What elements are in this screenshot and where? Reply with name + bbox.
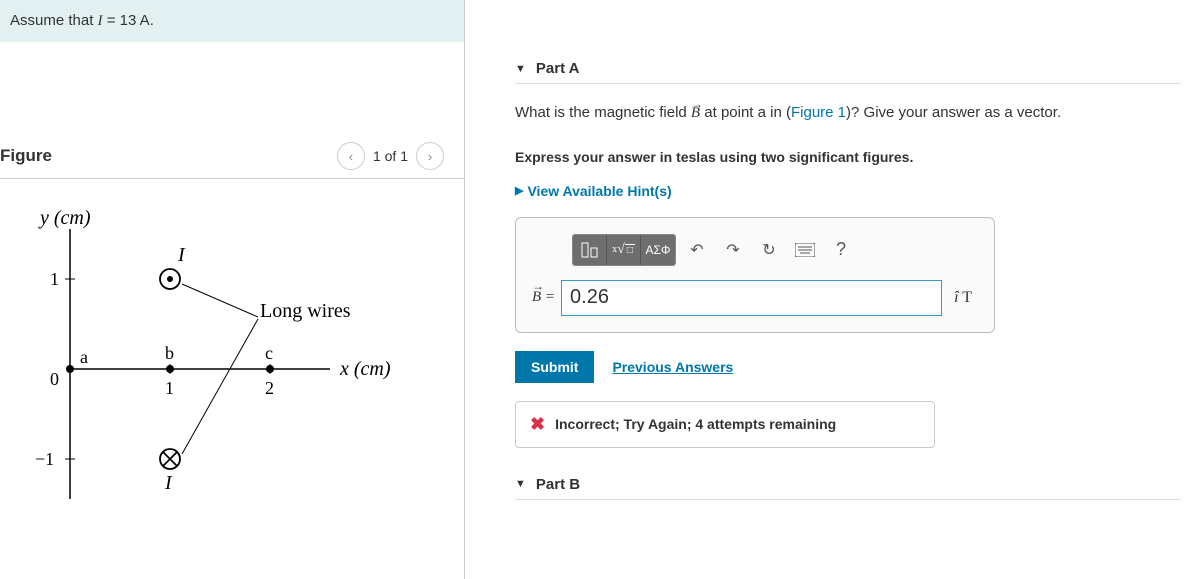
svg-text:−1: −1: [35, 449, 54, 469]
keyboard-icon[interactable]: [790, 235, 820, 265]
answer-unit: î T: [948, 289, 978, 307]
svg-text:1: 1: [165, 378, 174, 398]
view-hints-button[interactable]: ▶ View Available Hint(s): [515, 183, 1181, 199]
svg-text:a: a: [80, 347, 88, 367]
figure-canvas: y (cm) 1 −1 0 1 2 x (cm) a b: [0, 179, 464, 542]
chevron-right-icon: ▶: [515, 184, 523, 197]
redo-icon[interactable]: ↷: [718, 235, 748, 265]
figure-count: 1 of 1: [373, 148, 408, 164]
previous-answers-link[interactable]: Previous Answers: [612, 359, 733, 375]
svg-text:Long wires: Long wires: [260, 300, 351, 322]
question-text: What is the magnetic field B at point a …: [515, 102, 1181, 125]
collapse-icon: ▼: [515, 63, 526, 75]
incorrect-icon: ✖: [530, 414, 545, 435]
reset-icon[interactable]: ↻: [754, 235, 784, 265]
svg-text:I: I: [177, 244, 186, 266]
svg-text:b: b: [165, 343, 174, 363]
figure-link[interactable]: Figure 1: [791, 104, 846, 121]
svg-text:c: c: [265, 343, 273, 363]
svg-text:x (cm): x (cm): [339, 358, 391, 380]
y-axis-label: y (cm): [38, 207, 91, 229]
answer-prefix: B =: [532, 289, 555, 306]
greek-tool-button[interactable]: ΑΣΦ: [641, 235, 675, 265]
submit-button[interactable]: Submit: [515, 351, 594, 383]
figure-title: Figure: [0, 146, 52, 166]
instruction-text: Express your answer in teslas using two …: [515, 149, 1181, 165]
template-tool-button[interactable]: [573, 235, 607, 265]
answer-box: x√□ ΑΣΦ ↶ ↷ ↻ ? B = î T: [515, 217, 995, 333]
svg-text:1: 1: [50, 269, 59, 289]
figure-next-button[interactable]: ›: [416, 142, 444, 170]
figure-prev-button[interactable]: ‹: [337, 142, 365, 170]
svg-text:2: 2: [265, 378, 274, 398]
feedback-box: ✖ Incorrect; Try Again; 4 attempts remai…: [515, 401, 935, 448]
svg-text:I: I: [164, 472, 173, 494]
sqrt-tool-button[interactable]: x√□: [607, 235, 641, 265]
part-b-header[interactable]: ▼ Part B: [515, 476, 1181, 500]
collapse-icon: ▼: [515, 478, 526, 490]
undo-icon[interactable]: ↶: [682, 235, 712, 265]
answer-input[interactable]: [561, 280, 942, 316]
assumption-box: Assume that I = 13 A.: [0, 0, 464, 42]
help-icon[interactable]: ?: [826, 235, 856, 265]
svg-text:0: 0: [50, 369, 59, 389]
part-a-header[interactable]: ▼ Part A: [515, 60, 1181, 84]
